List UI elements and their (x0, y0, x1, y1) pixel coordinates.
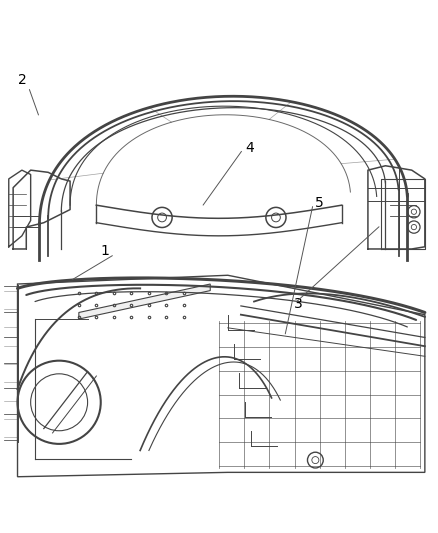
Circle shape (152, 207, 172, 228)
Circle shape (307, 452, 323, 468)
Circle shape (408, 206, 420, 218)
Text: 2: 2 (18, 74, 26, 87)
Text: 5: 5 (315, 196, 324, 210)
Text: 1: 1 (101, 244, 110, 258)
Circle shape (408, 221, 420, 233)
Circle shape (266, 207, 286, 228)
Polygon shape (79, 284, 210, 319)
Text: 4: 4 (245, 141, 254, 155)
Text: 3: 3 (293, 297, 302, 311)
